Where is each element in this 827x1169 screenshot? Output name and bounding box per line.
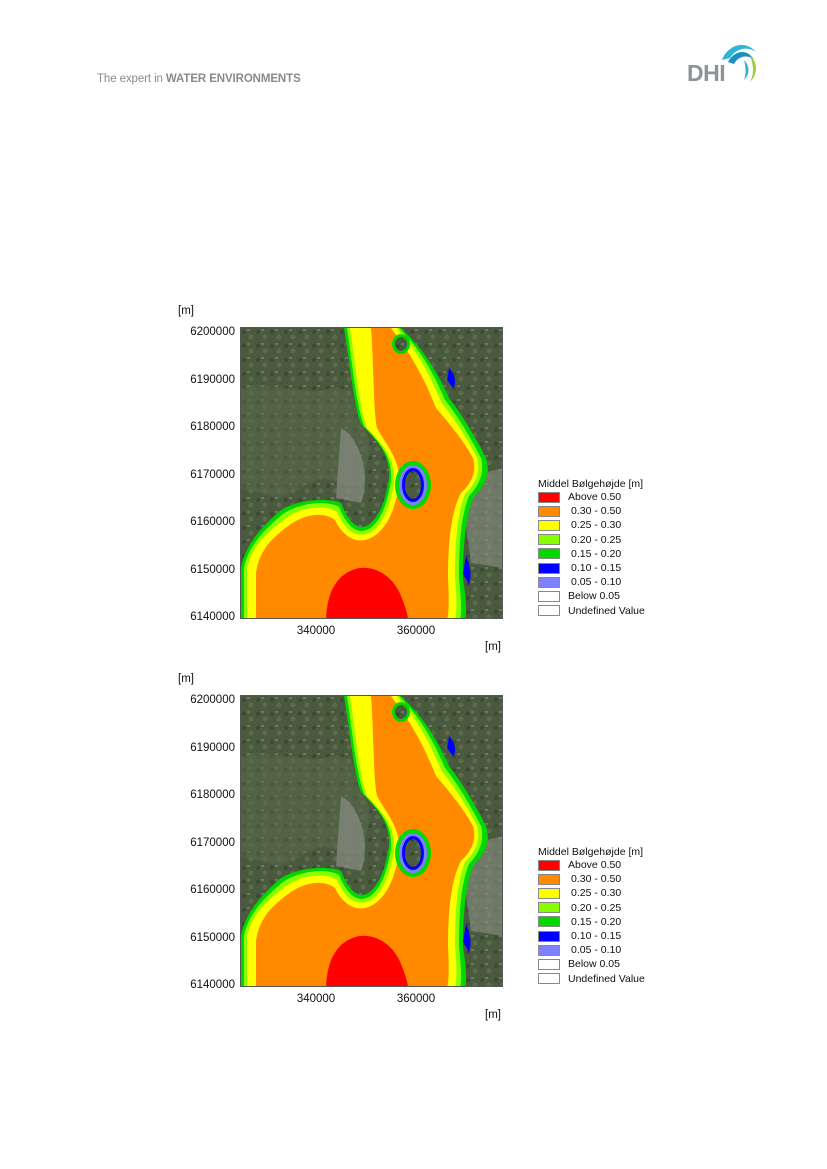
tagline-bold: WATER ENVIRONMENTS	[165, 73, 301, 85]
legend-item: 0.30 - 0.50	[538, 504, 650, 518]
legend-swatch	[538, 873, 560, 885]
dhi-logo: DHI	[684, 40, 760, 88]
wave-height-map-1: [m] 6200000 6190000 6180000 6170000 6160000 6…	[170, 305, 660, 655]
y-tick-label: 6170000	[190, 837, 235, 849]
legend-item: Undefined Value	[538, 972, 650, 986]
legend-label: Below 0.05	[568, 590, 620, 603]
wave-height-map-2: [m] 6200000 6190000 6180000 6170000 6160000 6…	[170, 673, 660, 1023]
legend-title: Middel Bølgehøjde [m]	[538, 846, 644, 858]
x-unit-label: [m]	[485, 1009, 501, 1021]
legend-label: 0.20 - 0.25	[571, 533, 622, 546]
y-tick-label: 6160000	[190, 884, 235, 896]
legend-label: 0.15 - 0.20	[571, 915, 622, 928]
legend-swatch	[538, 859, 560, 871]
legend-label: Undefined Value	[568, 972, 645, 985]
map-legend: Middel Bølgehøjde [m] Above 0.50 0.30 - 0.…	[538, 478, 650, 618]
legend-title: Middel Bølgehøjde [m]	[538, 478, 644, 490]
x-tick-label: 360000	[396, 625, 436, 637]
legend-swatch	[538, 548, 560, 560]
legend-swatch	[538, 605, 560, 617]
y-tick-label: 6190000	[190, 374, 235, 386]
y-tick-label: 6160000	[190, 516, 235, 528]
legend-label: 0.15 - 0.20	[571, 547, 622, 560]
y-tick-label: 6200000	[190, 326, 235, 338]
legend-swatch	[538, 930, 560, 942]
legend-item: 0.05 - 0.10	[538, 575, 650, 589]
legend-item: Above 0.50	[538, 858, 650, 872]
logo-wave-icon	[722, 45, 756, 82]
legend-swatch	[538, 505, 560, 517]
legend-label: 0.30 - 0.50	[571, 505, 622, 518]
legend-label: 0.10 - 0.15	[571, 930, 622, 943]
y-tick-label: 6150000	[190, 564, 235, 576]
y-tick-label: 6180000	[190, 421, 235, 433]
y-tick-label: 6140000	[190, 979, 235, 991]
map-legend: Middel Bølgehøjde [m] Above 0.50 0.30 - 0.…	[538, 846, 650, 986]
legend-label: 0.10 - 0.15	[571, 562, 622, 575]
map-plot-area	[240, 327, 503, 619]
legend-item: 0.10 - 0.15	[538, 929, 650, 943]
y-tick-label: 6170000	[190, 469, 235, 481]
map-plot-area	[240, 695, 503, 987]
legend-item: 0.05 - 0.10	[538, 943, 650, 957]
legend-swatch	[538, 576, 560, 588]
legend-label: 0.30 - 0.50	[571, 873, 622, 886]
legend-item: 0.30 - 0.50	[538, 872, 650, 886]
legend-item: Above 0.50	[538, 490, 650, 504]
legend-swatch	[538, 902, 560, 914]
x-unit-label: [m]	[485, 641, 501, 653]
legend-swatch	[538, 916, 560, 928]
legend-item: 0.10 - 0.15	[538, 561, 650, 575]
y-tick-label: 6200000	[190, 694, 235, 706]
legend-label: 0.25 - 0.30	[571, 519, 622, 532]
legend-swatch	[538, 519, 560, 531]
legend-swatch	[538, 887, 560, 899]
legend-item: Below 0.05	[538, 957, 650, 971]
legend-label: Undefined Value	[568, 604, 645, 617]
legend-label: 0.05 - 0.10	[571, 944, 622, 957]
y-tick-label: 6140000	[190, 611, 235, 623]
legend-label: Above 0.50	[568, 491, 622, 504]
y-unit-label: [m]	[178, 673, 194, 685]
header-tagline: The expert in WATER ENVIRONMENTS	[97, 73, 301, 85]
legend-label: 0.20 - 0.25	[571, 901, 622, 914]
x-tick-label: 360000	[396, 993, 436, 1005]
legend-item: 0.15 - 0.20	[538, 915, 650, 929]
legend-swatch	[538, 534, 560, 546]
y-unit-label: [m]	[178, 305, 194, 317]
legend-item: 0.25 - 0.30	[538, 518, 650, 532]
legend-label: 0.25 - 0.30	[571, 887, 622, 900]
legend-swatch	[538, 958, 560, 970]
legend-swatch	[538, 491, 560, 503]
legend-item: Below 0.05	[538, 589, 650, 603]
y-tick-label: 6190000	[190, 742, 235, 754]
logo-text: DHI	[687, 60, 726, 86]
legend-swatch	[538, 562, 560, 574]
legend-label: Above 0.50	[568, 859, 622, 872]
tagline-prefix: The expert in	[97, 73, 166, 85]
y-tick-label: 6180000	[190, 789, 235, 801]
x-tick-label: 340000	[296, 993, 336, 1005]
x-tick-label: 340000	[296, 625, 336, 637]
legend-item: Undefined Value	[538, 604, 650, 618]
legend-label: Below 0.05	[568, 958, 620, 971]
legend-item: 0.25 - 0.30	[538, 886, 650, 900]
legend-item: 0.20 - 0.25	[538, 533, 650, 547]
y-tick-label: 6150000	[190, 932, 235, 944]
legend-item: 0.20 - 0.25	[538, 901, 650, 915]
legend-swatch	[538, 973, 560, 985]
legend-swatch	[538, 590, 560, 602]
legend-swatch	[538, 944, 560, 956]
legend-label: 0.05 - 0.10	[571, 576, 622, 589]
legend-item: 0.15 - 0.20	[538, 547, 650, 561]
